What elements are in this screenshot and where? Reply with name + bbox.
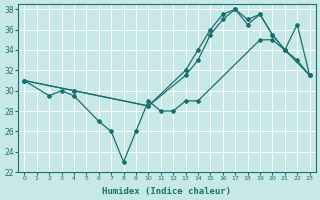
X-axis label: Humidex (Indice chaleur): Humidex (Indice chaleur)	[102, 187, 231, 196]
